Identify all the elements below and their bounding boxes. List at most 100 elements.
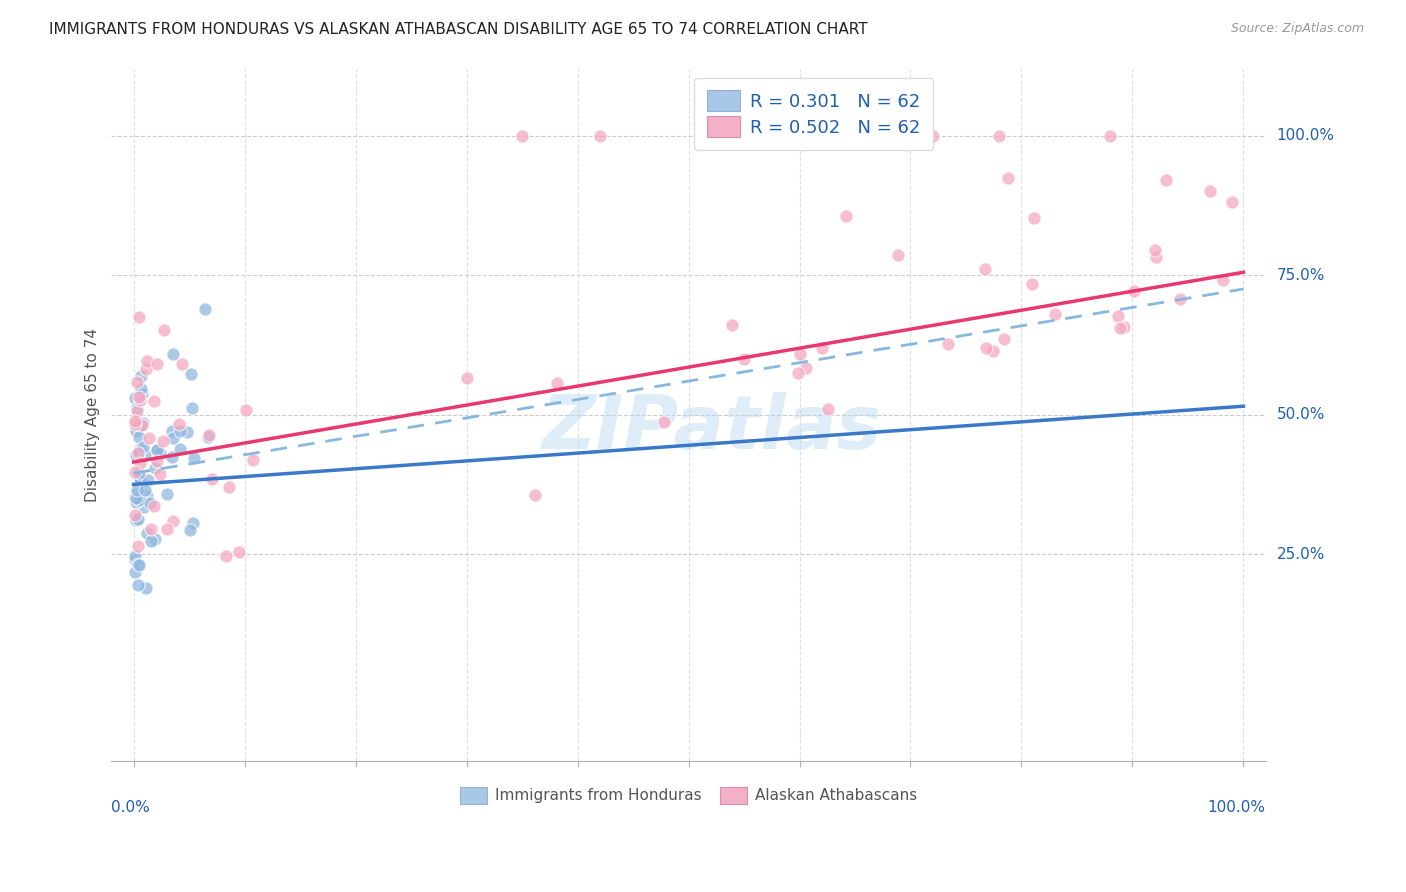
Point [974,342,997,356]
Point [181,516,204,530]
Point [136,489,159,503]
Point [877,128,900,143]
Point [524,488,547,502]
Point [1154,173,1177,187]
Point [128,558,150,573]
Point [162,450,184,464]
Point [983,343,1005,358]
Point [127,448,149,462]
Point [128,392,150,407]
Point [124,414,146,428]
Point [143,461,166,475]
Point [124,549,146,563]
Point [152,434,174,448]
Point [589,128,612,143]
Point [129,471,152,485]
Point [787,366,810,380]
Legend: Immigrants from Honduras, Alaskan Athabascans: Immigrants from Honduras, Alaskan Athaba… [453,779,925,812]
Point [134,447,156,461]
Point [124,513,146,527]
Point [134,483,156,497]
Point [142,500,165,514]
Point [125,448,148,462]
Point [148,467,170,481]
Point [153,323,176,337]
Point [139,534,162,549]
Point [128,467,150,481]
Point [1212,272,1234,286]
Point [176,425,198,440]
Y-axis label: Disability Age 65 to 74: Disability Age 65 to 74 [86,327,100,501]
Point [128,310,150,324]
Point [128,445,150,459]
Text: 25.0%: 25.0% [1277,547,1324,562]
Text: 100.0%: 100.0% [1277,128,1334,143]
Point [218,480,240,494]
Point [179,524,201,538]
Point [789,346,811,360]
Point [146,357,169,371]
Point [127,511,149,525]
Text: Source: ZipAtlas.com: Source: ZipAtlas.com [1230,22,1364,36]
Text: ZIPatlas: ZIPatlas [541,392,882,465]
Point [125,487,148,501]
Point [124,565,146,579]
Point [135,582,157,596]
Point [887,248,910,262]
Point [1220,195,1243,210]
Point [132,441,155,455]
Point [1199,184,1222,198]
Text: 0.0%: 0.0% [111,799,150,814]
Point [127,577,149,591]
Point [128,442,150,456]
Point [1109,321,1132,335]
Text: IMMIGRANTS FROM HONDURAS VS ALASKAN ATHABASCAN DISABILITY AGE 65 TO 74 CORRELATI: IMMIGRANTS FROM HONDURAS VS ALASKAN ATHA… [49,22,868,37]
Point [1112,320,1135,334]
Text: 100.0%: 100.0% [1208,799,1265,814]
Point [456,371,478,385]
Point [131,387,153,401]
Point [170,357,193,371]
Point [921,128,943,143]
Point [1143,243,1166,257]
Point [146,442,169,457]
Point [138,431,160,445]
Point [124,392,146,406]
Point [169,442,191,456]
Point [124,465,146,479]
Point [139,522,162,536]
Point [794,361,817,376]
Point [194,301,217,316]
Point [162,431,184,445]
Point [167,417,190,431]
Point [139,496,162,510]
Point [145,454,167,468]
Point [127,557,149,571]
Point [125,375,148,389]
Point [129,382,152,396]
Point [510,128,533,143]
Point [128,472,150,486]
Point [128,418,150,433]
Point [215,549,238,563]
Point [235,403,257,417]
Point [135,526,157,541]
Point [162,514,184,528]
Point [997,170,1019,185]
Point [1107,309,1129,323]
Point [652,416,675,430]
Text: 50.0%: 50.0% [1277,407,1324,422]
Point [129,369,152,384]
Point [128,430,150,444]
Point [1021,277,1043,292]
Point [1099,128,1122,143]
Point [733,351,755,366]
Point [169,424,191,438]
Point [1043,307,1066,321]
Point [973,261,995,276]
Point [125,401,148,415]
Point [131,417,153,432]
Point [124,417,146,432]
Point [1144,250,1167,264]
Point [181,401,204,415]
